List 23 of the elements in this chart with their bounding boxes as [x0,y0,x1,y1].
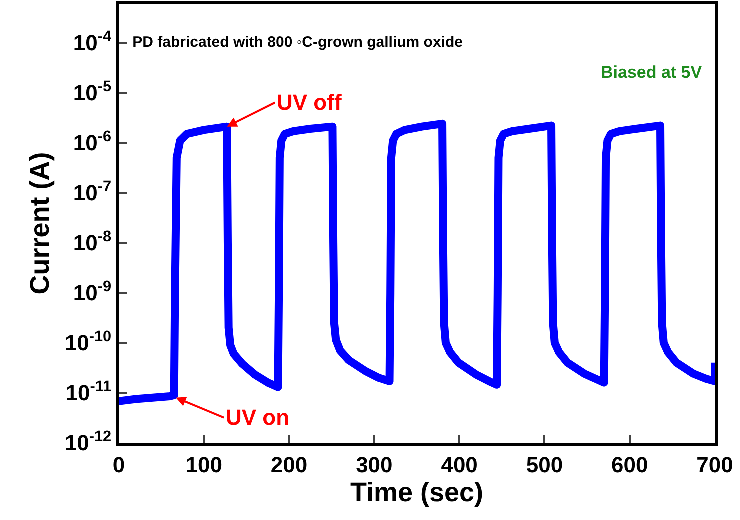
x-tick-label: 300 [356,452,393,478]
text: PD fabricated with 800 ◦C-grown gallium oxide [132,34,463,51]
x-tick-label: 500 [526,452,564,478]
annotation: UV on [226,405,290,430]
x-tick-label: 0 [112,452,126,478]
x-tick-label: 600 [612,452,648,478]
x-tick-label: 200 [270,452,308,478]
y-tick-label: 10$^{-8}$ [73,228,112,256]
x-tick-label: 400 [441,452,478,478]
y-tick-label: 10$^{-7}$ [73,178,112,206]
x-tick-label: 700 [696,452,734,478]
y-tick-label: 10$^{-10}$ [64,328,112,356]
y-tick-label: 10$^{-5}$ [73,78,112,106]
y-tick-label: 10$^{-4}$ [73,28,112,56]
x-axis-title: Time (sec) [350,477,484,508]
y-tick-label: 10$^{-6}$ [73,128,112,156]
y-tick-label: 10$^{-11}$ [66,378,112,406]
annotation: UV off [277,90,342,115]
y-tick-label: 10$^{-12}$ [64,428,112,456]
annotation: Biased at 5V [601,63,703,82]
x-tick-label: 100 [186,452,222,478]
y-tick-label: 10$^{-9}$ [73,278,112,306]
y-axis-title: Current (A) [24,152,55,295]
